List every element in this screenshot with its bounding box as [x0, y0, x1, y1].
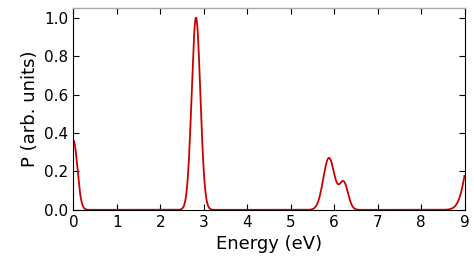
X-axis label: Energy (eV): Energy (eV)	[216, 235, 322, 253]
Y-axis label: P (arb. units): P (arb. units)	[21, 51, 39, 167]
